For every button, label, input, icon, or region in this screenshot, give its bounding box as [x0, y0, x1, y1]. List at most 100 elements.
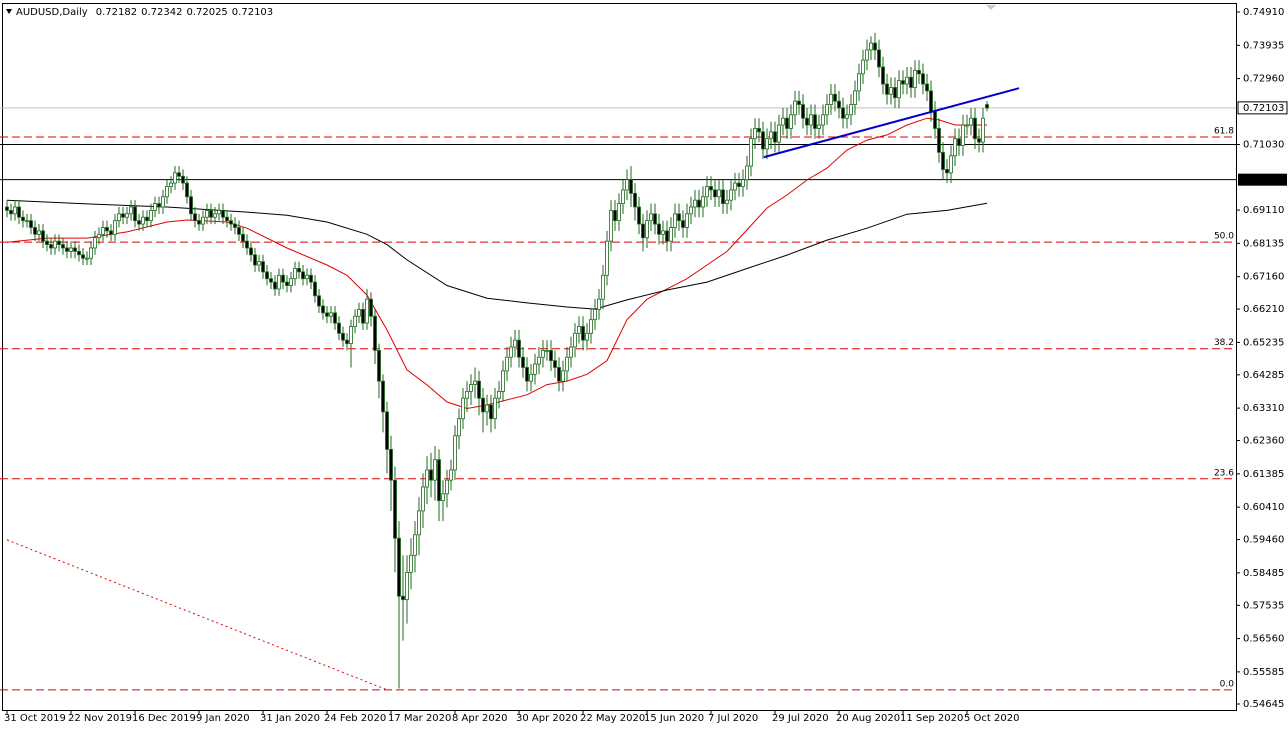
candle-body	[853, 90, 857, 105]
candle-body	[133, 206, 137, 222]
candle-body	[377, 350, 381, 382]
candle-body	[129, 206, 133, 215]
candle-body	[333, 312, 337, 324]
y-tick-label: 0.66210	[1243, 304, 1284, 315]
candle-body	[881, 66, 885, 85]
candle-body	[81, 254, 85, 259]
candle-body	[369, 298, 373, 317]
candle-body	[573, 332, 577, 348]
candle-body	[665, 230, 669, 242]
candle-body	[441, 493, 445, 502]
x-tick-label: 15 Jun 2020	[644, 713, 704, 724]
y-tick-label: 0.73935	[1243, 40, 1284, 51]
candle-body	[917, 70, 921, 75]
candle-body	[589, 319, 593, 334]
y-tick-label: 0.63310	[1243, 403, 1284, 414]
candle-body	[481, 397, 485, 413]
candle-body	[93, 237, 97, 249]
y-tick-label: 0.59460	[1243, 535, 1284, 546]
candle-body	[465, 390, 469, 399]
quote: 0.72182 0.72342 0.72025 0.72103	[96, 7, 273, 18]
candle-body	[493, 397, 497, 420]
candle-body	[233, 223, 237, 228]
candle-body	[805, 117, 809, 126]
candle-body	[317, 295, 321, 307]
candle-body	[361, 309, 365, 324]
candle-body	[253, 254, 257, 266]
candle-body	[897, 80, 901, 99]
candle-body	[165, 186, 169, 198]
level-tag	[1238, 173, 1287, 186]
fib-label: 0.0	[1220, 679, 1235, 689]
candle-body	[389, 449, 393, 481]
candle-body	[849, 104, 853, 116]
moving-average	[6, 199, 988, 310]
candle-body	[453, 435, 457, 471]
candle-body	[397, 537, 401, 597]
candle-body	[305, 274, 309, 280]
candle-body	[269, 278, 273, 283]
candle-body	[929, 90, 933, 112]
x-tick-label: 11 Sep 2020	[900, 713, 963, 724]
candle-body	[105, 227, 109, 232]
x-tick-label: 5 Oct 2020	[964, 713, 1019, 724]
candle-body	[625, 179, 629, 191]
candle-body	[73, 247, 77, 252]
candle-body	[21, 216, 25, 222]
candle-body	[985, 104, 989, 109]
candle-body	[725, 199, 729, 204]
candle-body	[417, 510, 421, 536]
candle-body	[437, 459, 441, 502]
x-tick-label: 30 Apr 2020	[516, 713, 578, 724]
candle-body	[757, 128, 761, 133]
candle-body	[373, 315, 377, 351]
candle-body	[941, 151, 945, 170]
candle-body	[709, 186, 713, 191]
candle-body	[649, 213, 653, 222]
candle-body	[913, 70, 917, 88]
candle-body	[565, 356, 569, 372]
candle-body	[901, 80, 905, 85]
candle-body	[657, 223, 661, 235]
y-tick-label: 0.60410	[1243, 502, 1284, 513]
x-tick-label: 22 May 2020	[580, 713, 645, 724]
candle-body	[445, 479, 449, 495]
candle-body	[949, 155, 953, 174]
x-tick-label: 20 Aug 2020	[836, 713, 900, 724]
candle-body	[365, 298, 369, 324]
candle-body	[613, 210, 617, 222]
candle-body	[925, 83, 929, 92]
y-tick-label: 0.71030	[1243, 140, 1284, 151]
candle-body	[125, 213, 129, 218]
fib-label: 50.0	[1214, 232, 1234, 242]
candle-body	[801, 104, 805, 119]
candle-body	[277, 274, 281, 290]
candle-body	[733, 182, 737, 191]
plot: 61.8 50.0 38.2 23.6 0.0	[0, 32, 1236, 691]
candle-body	[13, 206, 17, 215]
candle-body	[61, 244, 65, 249]
x-tick-label: 16 Dec 2019	[132, 713, 196, 724]
candle-body	[773, 131, 777, 143]
candle-body	[153, 203, 157, 211]
candle-body	[609, 210, 613, 242]
candle-body	[297, 268, 301, 273]
candle-body	[597, 298, 601, 310]
candle-body	[121, 213, 125, 218]
candle-body	[469, 384, 473, 392]
candle-body	[673, 213, 677, 228]
candle-body	[309, 274, 313, 283]
candle-body	[405, 571, 409, 601]
menu-arrow[interactable]	[6, 9, 12, 14]
candle-body	[645, 220, 649, 239]
x-tick-label: 31 Jan 2020	[260, 713, 320, 724]
candle-body	[705, 186, 709, 198]
candle-body	[825, 104, 829, 116]
candle-body	[957, 138, 961, 146]
candle-body	[741, 179, 745, 187]
candle-body	[237, 227, 241, 235]
candle-body	[517, 339, 521, 358]
candle-body	[245, 240, 249, 249]
